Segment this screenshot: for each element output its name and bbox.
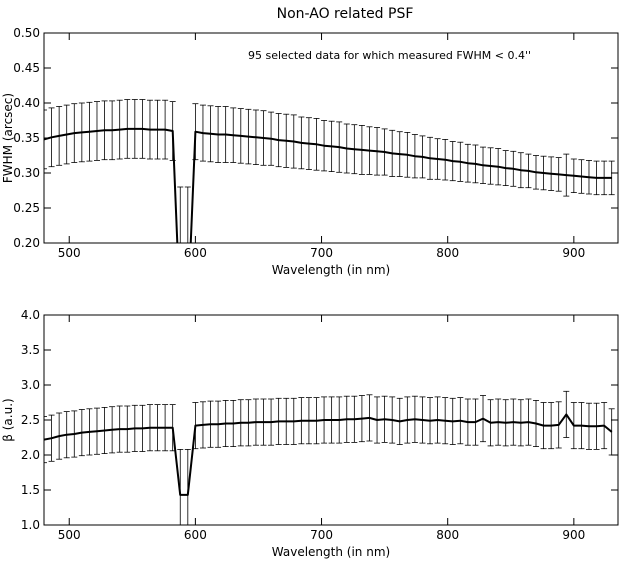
fwhm-annotation: 95 selected data for which measured FWHM… (248, 49, 531, 62)
beta-x-axis-label: Wavelength (in nm) (272, 545, 390, 559)
fwhm-series-line (44, 127, 612, 243)
beta-x-tick-label: 700 (310, 528, 333, 542)
fwhm-plot-frame (43, 32, 619, 244)
beta-plot-area (44, 390, 615, 525)
fwhm-y-tick-label: 0.50 (13, 26, 40, 40)
beta-y-axis-label: β (a.u.) (1, 398, 15, 441)
fwhm-x-tick-label: 500 (58, 246, 81, 260)
beta-y-tick-label: 3.5 (21, 343, 40, 357)
beta-y-tick-label: 2.0 (21, 448, 40, 462)
fwhm-x-tick-label: 700 (310, 246, 333, 260)
beta-y-tick-label: 1.5 (21, 483, 40, 497)
fwhm-plot-area (44, 99, 615, 243)
fwhm-x-tick-label: 800 (436, 246, 459, 260)
fwhm-y-tick-label: 0.25 (13, 201, 40, 215)
fwhm-y-tick-label: 0.40 (13, 96, 40, 110)
beta-y-tick-label: 2.5 (21, 413, 40, 427)
beta-x-tick-label: 600 (184, 528, 207, 542)
beta-panel: Wavelength (in nm) β (a.u.) 500 600 700 800… (1, 308, 619, 559)
beta-x-tick-label: 800 (436, 528, 459, 542)
fwhm-y-tick-label: 0.20 (13, 236, 40, 250)
fwhm-x-tick-label: 900 (562, 246, 585, 260)
beta-y-tick-label: 4.0 (21, 308, 40, 322)
figure-title: Non-AO related PSF (277, 6, 414, 22)
fwhm-y-axis-label: FWHM (arcsec) (1, 93, 15, 183)
fwhm-x-tick-label: 600 (184, 246, 207, 260)
beta-series-line (44, 413, 613, 496)
fwhm-panel: 95 selected data for which measured FWHM… (1, 26, 619, 277)
fwhm-x-axis-label: Wavelength (in nm) (272, 263, 390, 277)
fwhm-y-tick-label: 0.45 (13, 61, 40, 75)
beta-x-tick-label: 900 (562, 528, 585, 542)
fwhm-y-tick-label: 0.30 (13, 166, 40, 180)
beta-y-tick-label: 3.0 (21, 378, 40, 392)
beta-y-tick-label: 1.0 (21, 518, 40, 532)
fwhm-y-tick-label: 0.35 (13, 131, 40, 145)
beta-x-tick-label: 500 (58, 528, 81, 542)
